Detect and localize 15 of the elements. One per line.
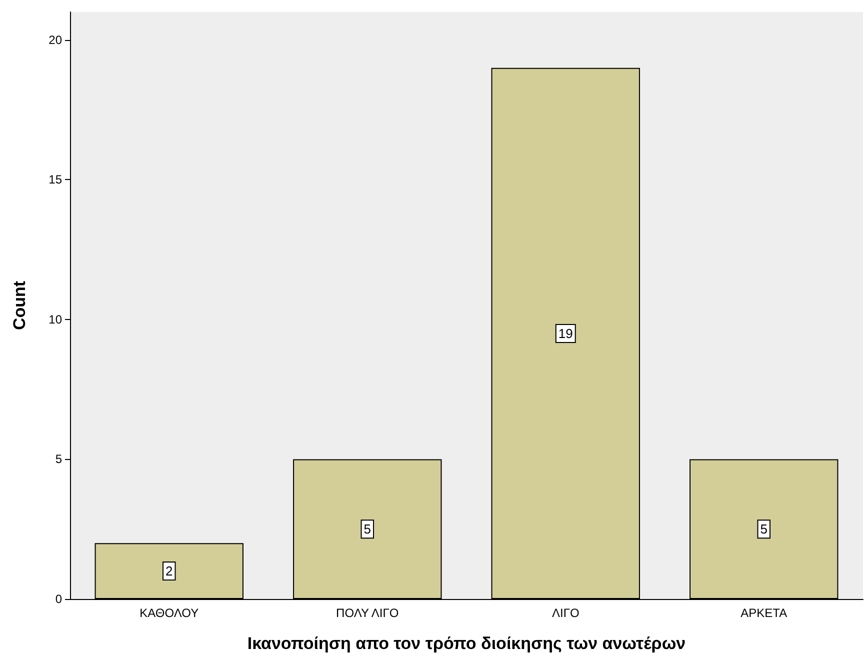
x-tick-label: ΚΑΘΟΛΟΥ xyxy=(140,606,199,620)
y-tick-label: 15 xyxy=(48,172,62,187)
x-tick-label: ΛΙΓΟ xyxy=(552,606,580,620)
data-label: 2 xyxy=(166,564,173,579)
data-label: 19 xyxy=(558,326,573,341)
y-tick-label: 20 xyxy=(48,32,62,47)
data-label: 5 xyxy=(760,522,768,537)
x-tick-label: ΑΡΚΕΤΑ xyxy=(740,606,788,620)
x-tick-label: ΠΟΛΥ ΛΙΓΟ xyxy=(336,606,399,620)
y-axis-title: Count xyxy=(10,280,29,330)
x-axis-title: Ικανοποίηση απο τον τρόπο διοίκησης των ανωτέρων xyxy=(247,634,686,653)
y-tick-label: 0 xyxy=(55,592,62,606)
y-tick-label: 5 xyxy=(55,452,62,466)
y-tick-label: 10 xyxy=(48,312,62,326)
data-label: 5 xyxy=(364,522,371,537)
